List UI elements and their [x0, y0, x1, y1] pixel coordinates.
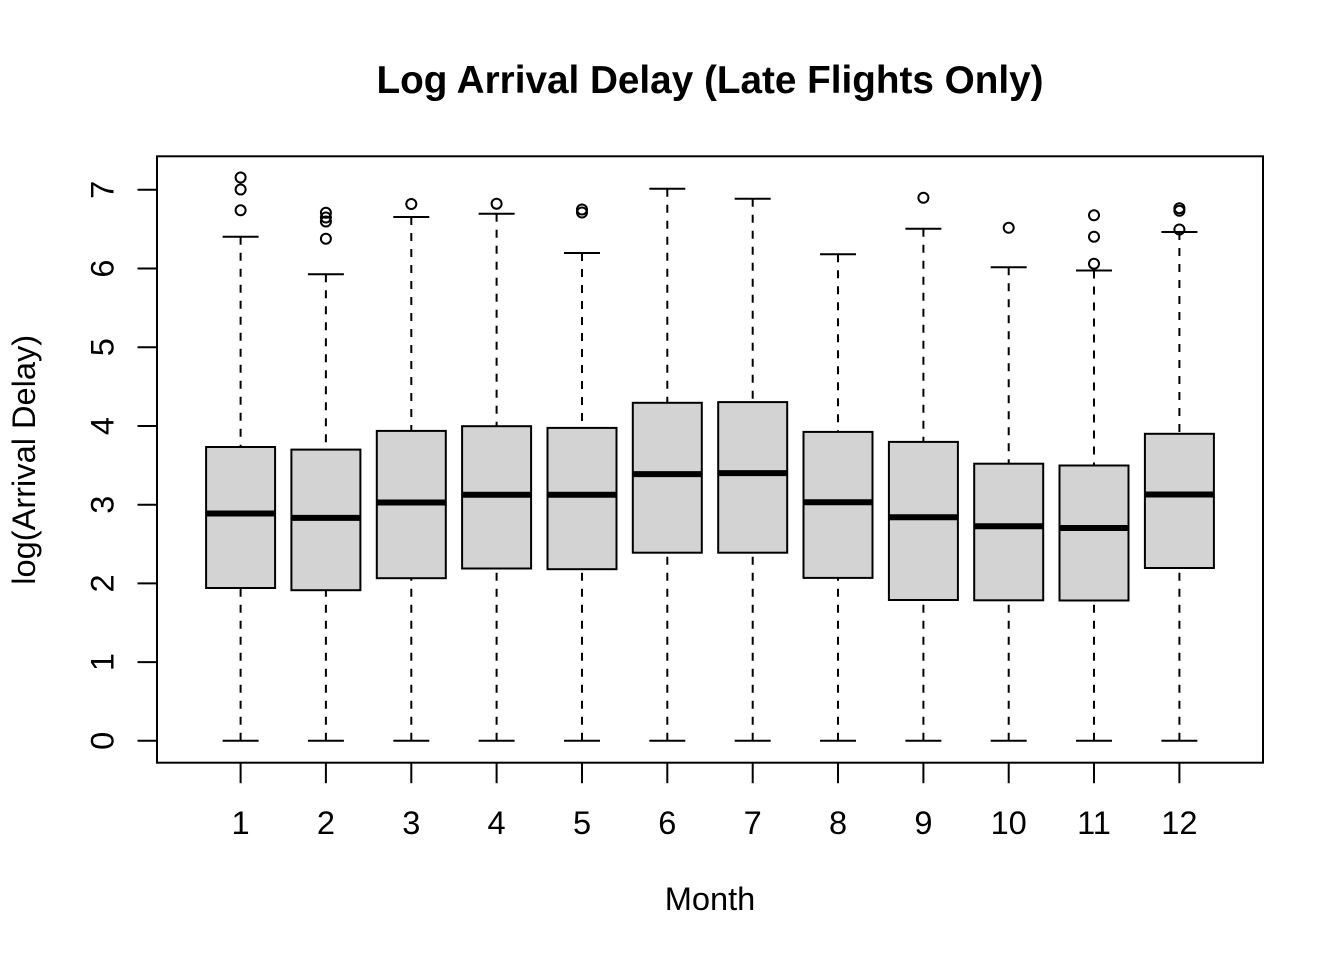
- svg-text:10: 10: [991, 804, 1027, 841]
- svg-text:3: 3: [84, 496, 121, 514]
- svg-text:7: 7: [84, 181, 121, 199]
- svg-text:8: 8: [829, 804, 847, 841]
- svg-text:9: 9: [914, 804, 932, 841]
- svg-text:5: 5: [84, 338, 121, 356]
- svg-text:12: 12: [1161, 804, 1197, 841]
- svg-text:0: 0: [84, 732, 121, 750]
- svg-text:Month: Month: [665, 880, 756, 917]
- svg-text:2: 2: [84, 574, 121, 592]
- svg-text:log(Arrival Delay): log(Arrival Delay): [5, 335, 42, 585]
- svg-text:Log Arrival Delay (Late Flight: Log Arrival Delay (Late Flights Only): [376, 59, 1043, 102]
- svg-text:1: 1: [84, 653, 121, 671]
- svg-text:5: 5: [573, 804, 591, 841]
- svg-text:6: 6: [658, 804, 676, 841]
- svg-text:2: 2: [317, 804, 335, 841]
- svg-text:4: 4: [488, 804, 506, 841]
- svg-text:6: 6: [84, 259, 121, 277]
- svg-text:4: 4: [84, 417, 121, 435]
- svg-text:11: 11: [1077, 804, 1111, 841]
- svg-text:1: 1: [232, 804, 250, 841]
- svg-text:3: 3: [402, 804, 420, 841]
- svg-text:7: 7: [744, 804, 762, 841]
